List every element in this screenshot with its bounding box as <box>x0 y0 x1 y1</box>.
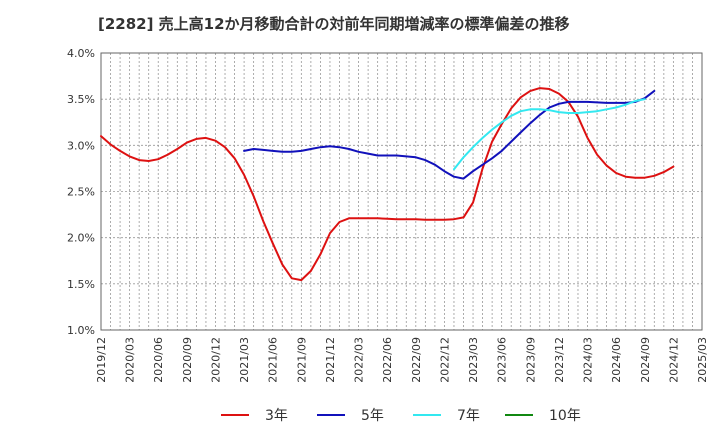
x-tick-label: 2025/03 <box>696 337 709 383</box>
x-tick-label: 2020/06 <box>152 337 165 383</box>
x-tick-label: 2023/06 <box>496 337 509 383</box>
legend-label: 7年 <box>457 408 480 424</box>
series-line <box>453 98 646 171</box>
x-tick-label: 2022/12 <box>438 337 451 383</box>
x-tick-label: 2020/12 <box>209 337 222 383</box>
y-axis-ticks: 4.0% 3.5% 3.0% 2.5% 2.0% 1.5% 1.0% <box>67 47 95 337</box>
series-line <box>243 89 656 180</box>
plot-frame <box>100 52 703 331</box>
x-tick-label: 2021/03 <box>238 337 251 383</box>
series-lines <box>100 87 675 282</box>
chart-title: [2282] 売上高12か月移動合計の対前年同期増減率の標準偏差の推移 <box>98 15 570 33</box>
y-tick-label: 4.0% <box>67 47 95 60</box>
x-tick-label: 2021/12 <box>324 337 337 383</box>
y-tick-label: 2.5% <box>67 186 95 199</box>
legend: 3年 5年 7年 10年 <box>221 408 581 424</box>
x-tick-label: 2023/03 <box>467 337 480 383</box>
series-line <box>100 87 675 282</box>
y-tick-label: 3.5% <box>67 93 95 106</box>
x-tick-label: 2020/03 <box>124 337 137 383</box>
y-tick-label: 3.0% <box>67 139 95 152</box>
legend-label: 10年 <box>549 408 581 424</box>
x-tick-label: 2022/09 <box>410 337 423 383</box>
y-tick-label: 2.0% <box>67 232 95 245</box>
y-tick-label: 1.5% <box>67 278 95 291</box>
x-tick-label: 2023/12 <box>553 337 566 383</box>
x-tick-label: 2024/06 <box>610 337 623 383</box>
x-tick-label: 2019/12 <box>95 337 108 383</box>
legend-label: 3年 <box>265 408 288 424</box>
x-tick-label: 2024/03 <box>582 337 595 383</box>
x-tick-label: 2020/09 <box>181 337 194 383</box>
x-axis-ticks: 2019/12 2020/03 2020/06 2020/09 2020/12 2021/… <box>95 337 709 383</box>
x-tick-label: 2022/03 <box>353 337 366 383</box>
x-tick-label: 2024/09 <box>639 337 652 383</box>
x-tick-label: 2021/09 <box>295 337 308 383</box>
x-tick-label: 2022/06 <box>381 337 394 383</box>
grid <box>101 53 702 330</box>
legend-label: 5年 <box>361 408 384 424</box>
y-tick-label: 1.0% <box>67 324 95 337</box>
x-tick-label: 2021/06 <box>267 337 280 383</box>
x-tick-label: 2024/12 <box>667 337 680 383</box>
x-tick-label: 2023/09 <box>524 337 537 383</box>
